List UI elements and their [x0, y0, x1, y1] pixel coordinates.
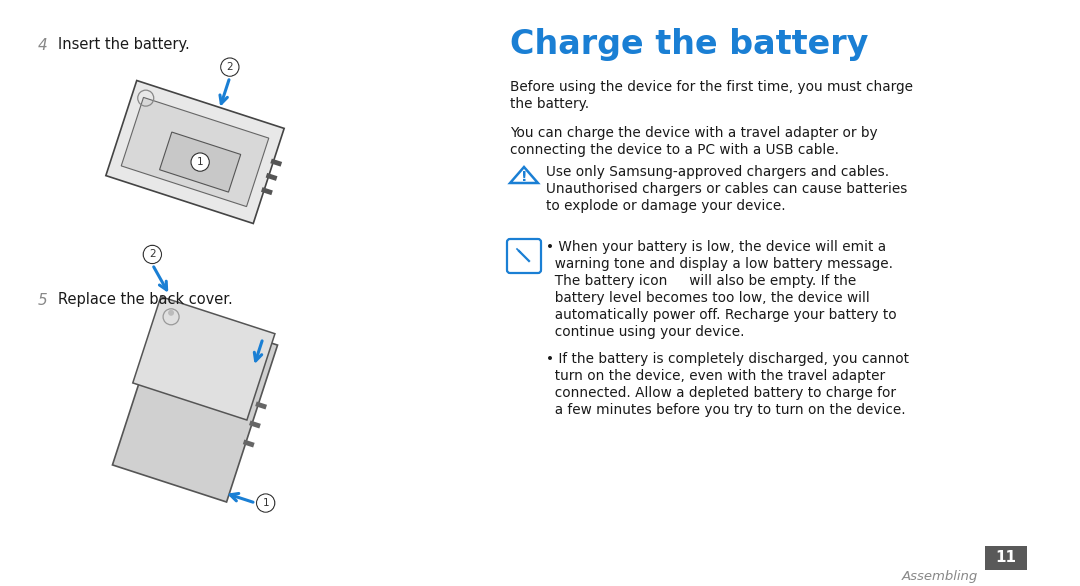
Text: Replace the back cover.: Replace the back cover. [58, 292, 233, 307]
Text: turn on the device, even with the travel adapter: turn on the device, even with the travel… [546, 369, 886, 383]
FancyBboxPatch shape [507, 239, 541, 273]
Text: • If the battery is completely discharged, you cannot: • If the battery is completely discharge… [546, 352, 909, 366]
Polygon shape [510, 167, 538, 183]
Polygon shape [160, 132, 241, 192]
Text: automatically power off. Recharge your battery to: automatically power off. Recharge your b… [546, 308, 896, 322]
Text: !: ! [521, 171, 527, 185]
Text: 2: 2 [227, 62, 233, 72]
Text: battery level becomes too low, the device will: battery level becomes too low, the devic… [546, 291, 869, 305]
Text: 1: 1 [197, 157, 203, 167]
Text: connecting the device to a PC with a USB cable.: connecting the device to a PC with a USB… [510, 143, 839, 157]
Text: You can charge the device with a travel adapter or by: You can charge the device with a travel … [510, 126, 878, 140]
Circle shape [144, 246, 161, 263]
Circle shape [257, 495, 274, 512]
Polygon shape [133, 297, 275, 420]
Text: Charge the battery: Charge the battery [510, 28, 868, 61]
Polygon shape [121, 97, 269, 207]
Text: 4: 4 [38, 38, 48, 53]
Text: Use only Samsung-approved chargers and cables.: Use only Samsung-approved chargers and c… [546, 165, 889, 179]
Text: Before using the device for the first time, you must charge: Before using the device for the first ti… [510, 80, 913, 94]
Circle shape [191, 154, 208, 171]
Text: warning tone and display a low battery message.: warning tone and display a low battery m… [546, 257, 893, 271]
Polygon shape [112, 308, 278, 502]
Text: 5: 5 [38, 293, 48, 308]
Text: to explode or damage your device.: to explode or damage your device. [546, 199, 785, 213]
Text: the battery.: the battery. [510, 97, 589, 111]
Text: 2: 2 [149, 250, 156, 260]
Text: continue using your device.: continue using your device. [546, 325, 744, 339]
Text: Unauthorised chargers or cables can cause batteries: Unauthorised chargers or cables can caus… [546, 182, 907, 196]
Text: • When your battery is low, the device will emit a: • When your battery is low, the device w… [546, 240, 886, 254]
Text: Insert the battery.: Insert the battery. [58, 37, 190, 52]
FancyBboxPatch shape [985, 546, 1027, 570]
Text: Assembling: Assembling [902, 570, 978, 583]
Text: a few minutes before you try to turn on the device.: a few minutes before you try to turn on … [546, 403, 906, 417]
Circle shape [221, 59, 239, 76]
Text: The battery icon     will also be empty. If the: The battery icon will also be empty. If … [546, 274, 856, 288]
Text: 11: 11 [996, 550, 1016, 565]
Text: connected. Allow a depleted battery to charge for: connected. Allow a depleted battery to c… [546, 386, 896, 400]
Circle shape [168, 310, 174, 316]
Text: 1: 1 [262, 498, 269, 508]
Polygon shape [106, 80, 284, 223]
